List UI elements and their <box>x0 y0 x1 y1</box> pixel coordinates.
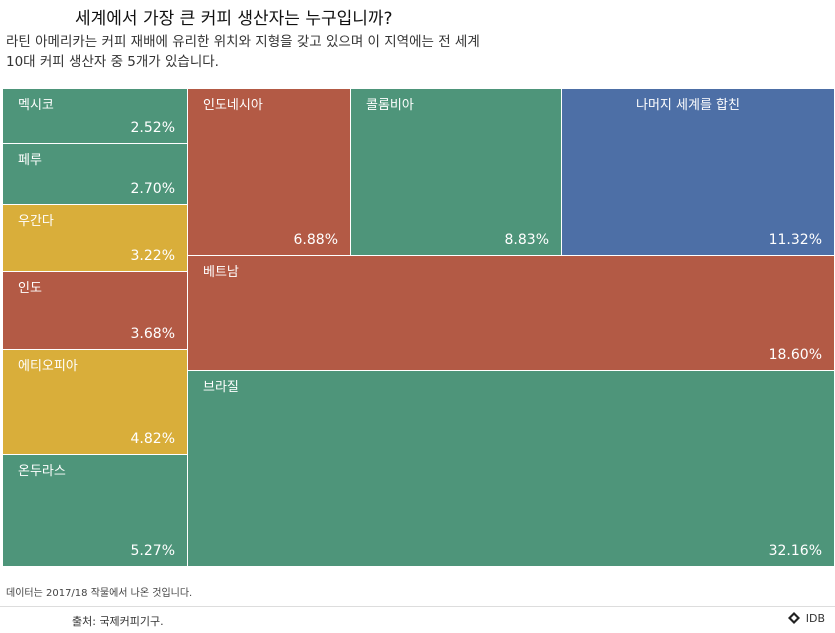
treemap-tile-label: 멕시코 <box>18 98 54 113</box>
source-text: 출처: 국제커피기구. <box>72 615 164 628</box>
treemap-tile-value: 3.68% <box>131 326 175 342</box>
treemap-tile-label: 인도 <box>18 281 42 296</box>
treemap-tile: 나머지 세계를 합친 11.32% <box>562 89 834 255</box>
treemap-tile-label: 에티오피아 <box>18 359 78 374</box>
treemap-tile-rect <box>188 256 834 370</box>
treemap-tile-label: 콜롬비아 <box>366 98 414 113</box>
treemap-tile-rect <box>188 371 834 566</box>
data-note: 데이터는 2017/18 작물에서 나온 것입니다. <box>6 588 193 599</box>
treemap-tile-value: 5.27% <box>131 543 175 559</box>
treemap-tile: 우간다 3.22% <box>3 205 187 271</box>
treemap-tile-rect <box>3 455 187 566</box>
treemap-chart: 브라질 32.16% 베트남 18.60% 나머지 세계를 합친 11.32% 콜롬비아 8.… <box>3 89 834 566</box>
treemap-tile-label: 페루 <box>18 153 42 168</box>
chart-title: 세계에서 가장 큰 커피 생산자는 누구입니까? <box>75 9 393 29</box>
treemap-tile-value: 2.70% <box>131 181 175 197</box>
footer-divider <box>0 606 835 607</box>
treemap-tile-rect <box>3 89 187 143</box>
treemap-tile-value: 6.88% <box>294 232 338 248</box>
treemap-tile-rect <box>188 89 350 255</box>
treemap-tile-label: 우간다 <box>18 214 54 229</box>
chart-subtitle: 라틴 아메리카는 커피 재배에 유리한 위치와 지형을 갖고 있으며 이 지역에… <box>6 34 480 70</box>
treemap-tile-rect <box>3 272 187 349</box>
treemap-tile: 베트남 18.60% <box>188 256 834 370</box>
treemap-tile: 페루 2.70% <box>3 144 187 204</box>
treemap-tile-rect <box>3 350 187 454</box>
treemap-tile-label: 나머지 세계를 합친 <box>636 98 740 113</box>
treemap-tile: 에티오피아 4.82% <box>3 350 187 454</box>
treemap-tile-rect <box>351 89 561 255</box>
idb-logo-icon <box>787 612 800 624</box>
treemap-tile-label: 브라질 <box>203 380 239 395</box>
treemap-tile: 인도 3.68% <box>3 272 187 349</box>
treemap-tile-value: 11.32% <box>769 232 822 248</box>
treemap-tile-rect <box>3 205 187 271</box>
treemap-tile: 콜롬비아 8.83% <box>351 89 561 255</box>
treemap-tile-value: 18.60% <box>769 347 822 363</box>
treemap-tile: 브라질 32.16% <box>188 371 834 566</box>
treemap-tile-value: 32.16% <box>769 543 822 559</box>
treemap-tile-value: 8.83% <box>505 232 549 248</box>
treemap-tile-rect <box>562 89 834 255</box>
treemap-tile: 인도네시아 6.88% <box>188 89 350 255</box>
idb-logo-text: IDB <box>805 611 825 625</box>
idb-logo: IDB <box>787 611 825 625</box>
treemap-tile-label: 인도네시아 <box>203 98 263 113</box>
treemap-tile-value: 4.82% <box>131 431 175 447</box>
treemap-tile-label: 베트남 <box>203 265 239 280</box>
treemap-tile-value: 2.52% <box>131 120 175 136</box>
treemap-tile: 멕시코 2.52% <box>3 89 187 143</box>
treemap-tile: 온두라스 5.27% <box>3 455 187 566</box>
treemap-tile-label: 온두라스 <box>18 464 66 479</box>
treemap-tile-rect <box>3 144 187 204</box>
treemap-tile-value: 3.22% <box>131 248 175 264</box>
